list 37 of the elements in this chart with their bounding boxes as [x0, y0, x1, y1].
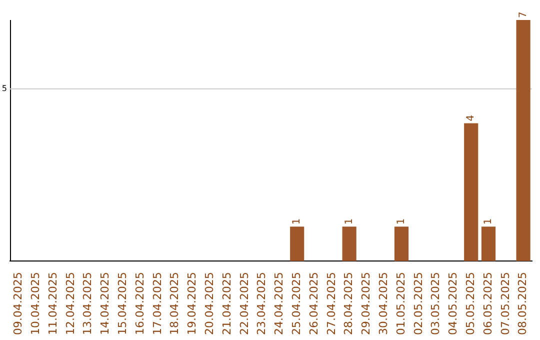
x-tick-label: 23.04.2025: [255, 272, 268, 336]
x-tick-label: 22.04.2025: [238, 272, 251, 336]
data-label: 1: [344, 218, 355, 225]
x-tick-label: 07.05.2025: [498, 272, 512, 336]
x-tick-label: 11.04.2025: [46, 272, 60, 336]
x-tick-label: 21.04.2025: [220, 272, 234, 336]
data-label: 1: [396, 218, 408, 225]
x-tick-label: 24.04.2025: [272, 272, 286, 336]
x-tick-label: 06.05.2025: [481, 272, 494, 336]
x-tick-label: 02.05.2025: [412, 272, 425, 336]
x-tick-label: 26.04.2025: [307, 272, 320, 336]
x-tick-label: 14.04.2025: [98, 272, 112, 336]
x-tick-label: 16.04.2025: [133, 272, 146, 336]
x-tick-label: 10.04.2025: [28, 272, 42, 336]
x-tick-label: 19.04.2025: [186, 272, 199, 336]
data-label: 1: [292, 218, 303, 225]
x-tick-label: 09.04.2025: [12, 272, 25, 336]
x-tick-label: 28.04.2025: [342, 272, 356, 336]
x-tick-label: 25.04.2025: [290, 272, 303, 336]
x-tick-label: 01.05.2025: [394, 272, 408, 336]
x-tick-label: 04.05.2025: [446, 272, 460, 336]
x-tick-label: 20.04.2025: [202, 272, 216, 336]
x-tick-label: 29.04.2025: [360, 272, 373, 336]
x-tick-label: 18.04.2025: [168, 272, 182, 336]
data-label: 1: [483, 218, 494, 225]
x-tick-label: 13.04.2025: [81, 272, 94, 336]
x-tick-label: 17.04.2025: [150, 272, 164, 336]
x-tick-label: 12.04.2025: [64, 272, 77, 336]
ref-line-label: 5: [2, 84, 7, 93]
x-tick-label: 15.04.2025: [116, 272, 129, 336]
x-tick-label: 30.04.2025: [376, 272, 390, 336]
x-tick-label: 05.05.2025: [464, 272, 477, 336]
x-tick-label: 03.05.2025: [429, 272, 442, 336]
x-tick-label: 27.04.2025: [324, 272, 338, 336]
data-label: 4: [466, 114, 477, 122]
data-label: 7: [518, 12, 529, 18]
x-tick-label: 08.05.2025: [516, 272, 530, 336]
